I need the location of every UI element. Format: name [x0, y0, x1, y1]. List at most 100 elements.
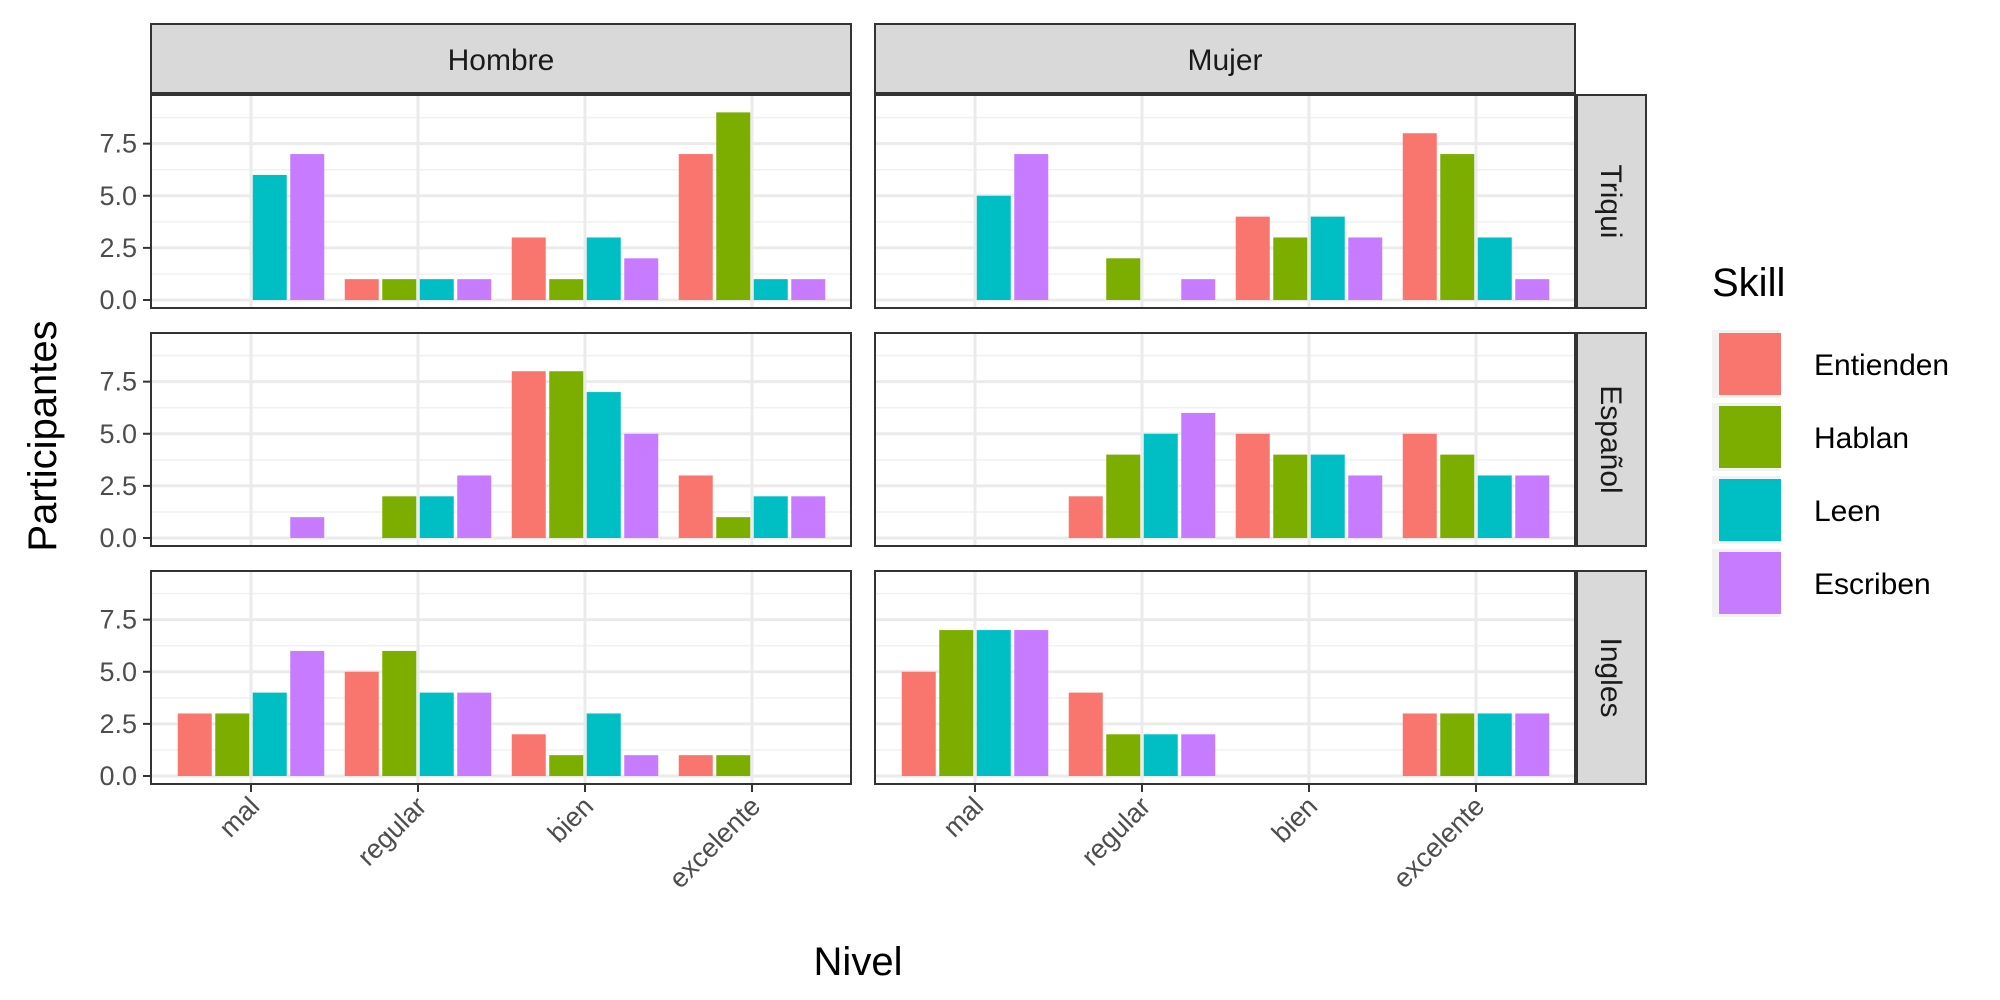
x-tick-label-excelente: excelente [1387, 791, 1490, 894]
legend-item-entienden: Entienden [1712, 330, 1949, 398]
panel-mujer-ingles [874, 570, 1576, 785]
bar-leen-mal [976, 630, 1011, 776]
panel-border [150, 332, 852, 547]
panels-layer [150, 94, 1576, 785]
panel-border [874, 332, 1576, 547]
bar-leen-bien [586, 237, 621, 300]
x-tick-label-regular: regular [352, 791, 433, 872]
bar-entienden-regular [1068, 692, 1103, 776]
bar-hablan-regular [1106, 258, 1141, 300]
bar-hablan-bien [1273, 454, 1308, 538]
x-tick-label-bien: bien [542, 791, 599, 848]
strip-mujer: Mujer [874, 23, 1576, 94]
bar-hablan-regular [382, 279, 417, 300]
panel-hombre-triqui [150, 94, 852, 309]
bar-hablan-regular [1106, 734, 1141, 776]
bar-escriben-regular [457, 279, 492, 300]
bar-leen-bien [586, 713, 621, 776]
bar-entienden-excelente [1402, 133, 1437, 300]
x-tick-label-excelente: excelente [663, 791, 766, 894]
bar-hablan-excelente [1440, 154, 1475, 300]
bar-leen-mal [252, 174, 287, 300]
legend-swatch [1719, 552, 1781, 614]
bar-entienden-excelente [678, 154, 713, 300]
bar-entienden-bien [511, 237, 546, 300]
bar-entienden-bien [511, 371, 546, 538]
bar-hablan-mal [939, 630, 974, 776]
bar-hablan-bien [549, 371, 584, 538]
panel-border [874, 570, 1576, 785]
x-tick-label-mal: mal [213, 791, 265, 843]
bar-leen-excelente [1477, 713, 1512, 776]
strip-label: Triqui [1594, 165, 1627, 239]
y-tick-label: 7.5 [99, 605, 137, 635]
bar-escriben-mal [290, 650, 325, 776]
panel-mujer-espanol [874, 332, 1576, 547]
bar-escriben-regular [1181, 279, 1216, 300]
bar-entienden-mal [901, 671, 936, 776]
legend-label: Escriben [1814, 568, 1931, 601]
bar-entienden-mal [177, 713, 212, 776]
legend: Skill Entienden Hablan Leen Escriben [1712, 261, 1949, 617]
strip-background [1576, 332, 1647, 547]
legend-item-escriben: Escriben [1712, 549, 1931, 617]
bar-hablan-regular [382, 496, 417, 538]
bar-hablan-mal [215, 713, 250, 776]
strip-label: Español [1594, 385, 1627, 493]
legend-item-hablan: Hablan [1712, 403, 1909, 471]
strip-ingles: Ingles [1576, 570, 1647, 785]
legend-swatch [1719, 479, 1781, 541]
bar-leen-regular [419, 279, 454, 300]
y-axis-title: Participantes [21, 320, 65, 551]
bar-hablan-bien [549, 279, 584, 300]
legend-title: Skill [1712, 261, 1785, 305]
x-tick-label-regular: regular [1076, 791, 1157, 872]
bar-escriben-mal [290, 154, 325, 300]
y-tick-label: 0.0 [99, 523, 137, 553]
bar-escriben-bien [624, 755, 659, 776]
bars [1068, 412, 1550, 538]
bar-leen-bien [1310, 454, 1345, 538]
y-tick-label: 7.5 [99, 367, 137, 397]
bar-entienden-excelente [678, 755, 713, 776]
bar-escriben-mal [1014, 630, 1049, 776]
bar-escriben-bien [624, 258, 659, 300]
strip-label: Mujer [1187, 44, 1262, 77]
bar-hablan-excelente [1440, 713, 1475, 776]
strip-hombre: Hombre [150, 23, 852, 94]
bar-hablan-excelente [1440, 454, 1475, 538]
bars [290, 371, 826, 538]
y-tick-label: 2.5 [99, 233, 137, 263]
facet-strips: Hombre Mujer Triqui Español Ingles [150, 23, 1647, 785]
bar-escriben-regular [457, 692, 492, 776]
y-tick-label: 5.0 [99, 419, 137, 449]
bar-leen-regular [419, 692, 454, 776]
bar-leen-bien [586, 392, 621, 538]
panel-hombre-espanol [150, 332, 852, 547]
strip-label: Hombre [448, 44, 555, 77]
y-tick-label: 7.5 [99, 129, 137, 159]
bars [252, 112, 826, 300]
bar-hablan-excelente [716, 112, 751, 300]
y-tick-label: 2.5 [99, 709, 137, 739]
bar-escriben-bien [1348, 237, 1383, 300]
x-axis-title: Nivel [814, 940, 903, 984]
bar-leen-regular [1143, 734, 1178, 776]
bar-escriben-excelente [1515, 475, 1550, 538]
y-tick-label: 5.0 [99, 657, 137, 687]
bar-entienden-bien [1235, 433, 1270, 538]
legend-item-leen: Leen [1712, 476, 1881, 544]
strip-espanol: Español [1576, 332, 1647, 547]
panel-mujer-triqui [874, 94, 1576, 309]
bar-entienden-regular [344, 279, 379, 300]
bars [901, 630, 1550, 776]
bars [976, 133, 1550, 300]
y-tick-label: 2.5 [99, 471, 137, 501]
bar-escriben-mal [290, 517, 325, 538]
bar-leen-mal [976, 195, 1011, 300]
bar-entienden-regular [1068, 496, 1103, 538]
bar-leen-excelente [1477, 475, 1512, 538]
bar-leen-excelente [753, 496, 788, 538]
legend-label: Hablan [1814, 422, 1909, 455]
